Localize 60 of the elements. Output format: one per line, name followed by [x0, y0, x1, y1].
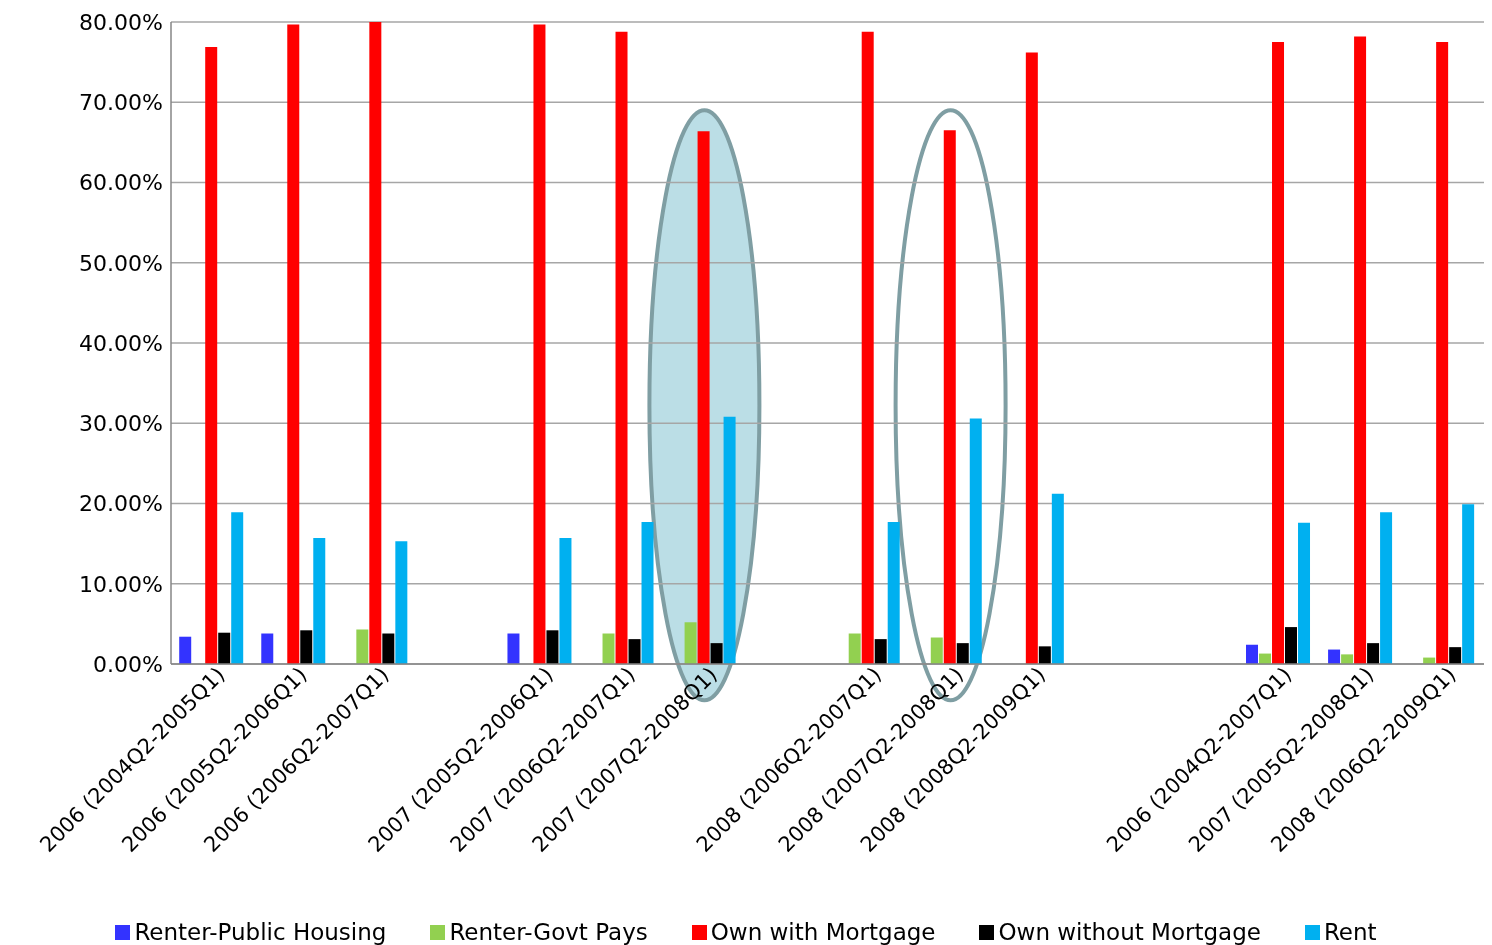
y-tick-label: 80.00% [79, 9, 163, 35]
bar [861, 31, 874, 664]
legend-label: Own with Mortgage [710, 919, 936, 945]
bar [395, 541, 408, 664]
legend-label: Renter-Govt Pays [449, 919, 648, 945]
bar [1367, 643, 1380, 664]
bar [1246, 644, 1259, 664]
y-tick-label: 50.00% [79, 250, 163, 276]
bar [507, 633, 520, 664]
bar [1380, 512, 1393, 664]
bar [1298, 522, 1311, 664]
y-tick-label: 30.00% [79, 411, 163, 437]
y-tick-label: 10.00% [79, 571, 163, 597]
bar [628, 639, 641, 664]
y-tick-label: 60.00% [79, 170, 163, 196]
bar [930, 637, 943, 664]
bar [848, 633, 861, 664]
bar [231, 512, 244, 664]
bar [1436, 42, 1449, 664]
bar [874, 639, 887, 664]
y-tick-label: 70.00% [79, 90, 163, 116]
bar [697, 131, 710, 664]
bar [179, 636, 192, 664]
bar [1025, 52, 1038, 664]
bar [1038, 646, 1051, 664]
bar [218, 632, 231, 664]
bar [205, 46, 218, 664]
bar [533, 24, 546, 664]
bar [287, 24, 300, 664]
bar [261, 633, 274, 664]
bar [1285, 627, 1298, 664]
bar [710, 643, 723, 664]
y-tick-label: 20.00% [79, 491, 163, 517]
bar [602, 633, 615, 664]
bar [969, 418, 982, 664]
legend-label: Rent [1323, 919, 1377, 945]
bar [369, 22, 382, 664]
bar [1449, 647, 1462, 664]
bar [1328, 649, 1341, 664]
legend-label: Renter-Public Housing [134, 919, 387, 945]
bar [887, 521, 900, 664]
bar [956, 643, 969, 664]
bar [723, 416, 736, 664]
legend-label: Own without Mortgage [998, 919, 1261, 945]
bar [1354, 36, 1367, 664]
bar [356, 629, 369, 664]
bar [641, 521, 654, 664]
bar [1272, 42, 1285, 664]
bar [546, 630, 559, 664]
bar [615, 31, 628, 664]
bar [684, 622, 697, 664]
bar [943, 130, 956, 664]
bar [559, 538, 572, 664]
bar [382, 633, 395, 664]
y-tick-label: 40.00% [79, 330, 163, 356]
bar [1051, 493, 1064, 664]
bar [300, 630, 313, 664]
bar [1462, 504, 1475, 664]
bar [1341, 654, 1354, 664]
bar [313, 538, 326, 664]
